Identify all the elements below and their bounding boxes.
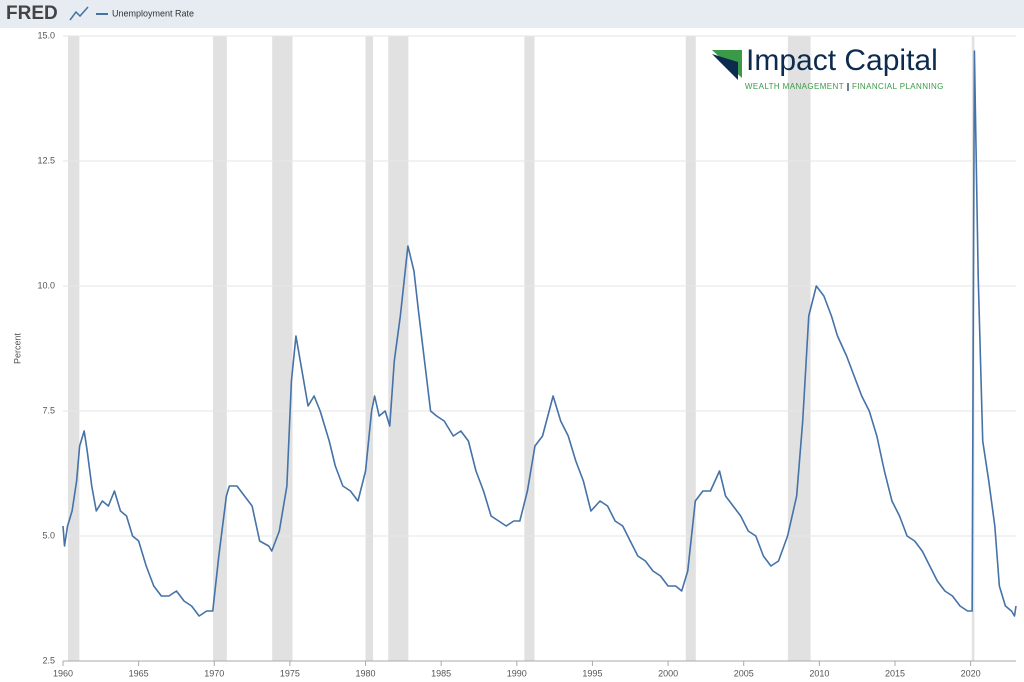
x-tick-label: 2000: [658, 668, 678, 678]
x-tick-label: 2015: [885, 668, 905, 678]
y-tick-label: 2.5: [42, 655, 55, 665]
y-tick-label: 15.0: [37, 30, 55, 40]
x-tick-label: 1970: [204, 668, 224, 678]
recession-band: [524, 36, 535, 661]
y-tick-label: 5.0: [42, 530, 55, 540]
y-tick-label: 10.0: [37, 280, 55, 290]
x-tick-label: 1960: [53, 668, 73, 678]
logo-tagline: FINANCIAL PLANNING: [852, 82, 944, 91]
x-tick-label: 1975: [280, 668, 300, 678]
fred-brand[interactable]: FRED: [6, 3, 58, 24]
logo-tagline: WEALTH MANAGEMENT: [745, 82, 844, 91]
x-tick-label: 2020: [961, 668, 981, 678]
x-tick-label: 1995: [582, 668, 602, 678]
logo-name: Impact Capital: [746, 44, 938, 77]
x-tick-label: 2010: [809, 668, 829, 678]
x-tick-label: 1965: [129, 668, 149, 678]
x-tick-label: 1980: [356, 668, 376, 678]
recession-band: [365, 36, 374, 661]
plot-background: [63, 36, 1016, 661]
legend-label[interactable]: Unemployment Rate: [112, 8, 194, 18]
logo-mark-navy: [712, 54, 738, 80]
y-tick-label: 12.5: [37, 155, 55, 165]
plot-area: 2.5 5.0 7.5 10.0 12.5 15.0 1960 1965 1970 1975 198…: [12, 30, 1017, 678]
recession-band: [787, 36, 811, 661]
fred-icon: [69, 6, 89, 21]
recession-band: [685, 36, 696, 661]
logo: Impact Capital WEALTH MANAGEMENT FINANCI…: [712, 44, 944, 91]
recession-band: [67, 36, 80, 661]
recession-band: [388, 36, 409, 661]
recession-band: [213, 36, 227, 661]
header-bar: [0, 0, 1024, 28]
y-axis-label: Percent: [12, 332, 22, 364]
recession-band: [272, 36, 293, 661]
x-tick-label: 1985: [431, 668, 451, 678]
y-tick-label: 7.5: [42, 405, 55, 415]
x-tick-label: 2005: [734, 668, 754, 678]
data-line: [62, 50, 1017, 617]
x-tick-label: 1990: [507, 668, 527, 678]
